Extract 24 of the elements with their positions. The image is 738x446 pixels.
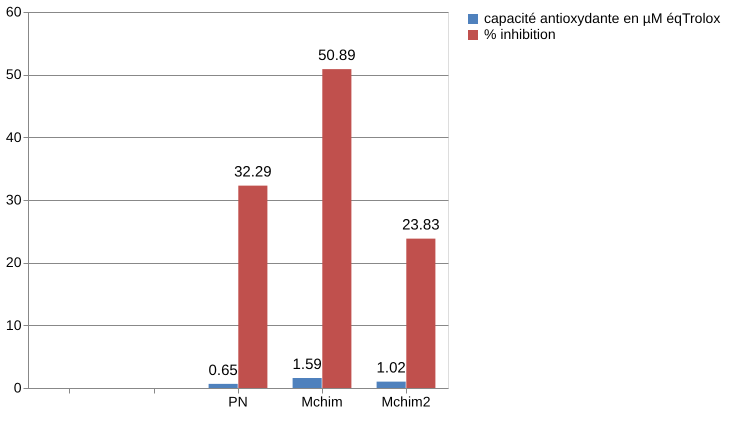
bar	[322, 69, 352, 388]
bar	[208, 384, 238, 388]
y-tick-label: 40	[6, 128, 22, 145]
data-label: 0.65	[208, 362, 238, 379]
bar	[406, 238, 436, 388]
y-tick-label: 30	[6, 192, 22, 208]
y-tick-label: 50	[6, 66, 22, 82]
bar	[292, 378, 322, 388]
x-tick-label: Mchim2	[381, 394, 431, 410]
bar	[238, 186, 268, 388]
data-label: 23.83	[402, 216, 440, 234]
y-tick-label: 60	[6, 4, 22, 20]
data-label: 50.89	[318, 47, 356, 64]
bar	[376, 382, 406, 388]
x-tick-label: Mchim	[301, 394, 343, 410]
data-label: 1.59	[292, 356, 322, 374]
y-tick-label: 20	[6, 254, 22, 270]
data-label: 32.29	[234, 164, 272, 181]
y-tick-label: 10	[6, 316, 22, 333]
legend-label: % inhibition	[484, 26, 556, 42]
legend-label: capacité antioxydante en µM éqTrolox	[484, 10, 720, 26]
y-tick-label: 0	[14, 380, 22, 396]
x-tick-label: PN	[228, 394, 248, 410]
data-label: 1.02	[376, 360, 406, 377]
